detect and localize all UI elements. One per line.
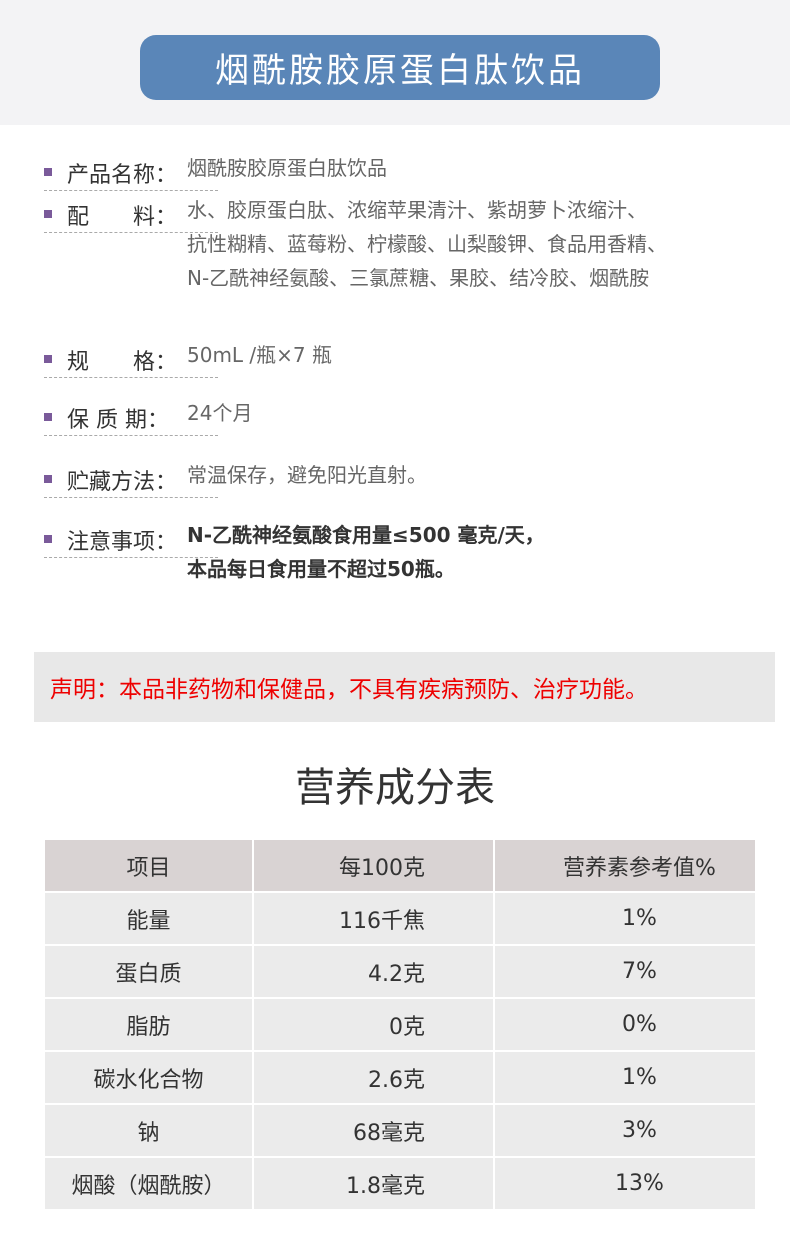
table-cell: 1% <box>495 893 755 944</box>
bullet <box>44 168 52 176</box>
info-label: 规 格： <box>67 350 178 375</box>
info-label: 产品名称： <box>67 163 178 188</box>
label-underline <box>44 557 218 558</box>
bullet <box>44 535 52 543</box>
table-row: 蛋白质 4.2克 7% <box>45 946 755 997</box>
info-label: 配 料： <box>67 205 178 230</box>
table-cell: 碳水化合物 <box>45 1052 254 1103</box>
table-row: 碳水化合物 2.6克 1% <box>45 1052 755 1103</box>
info-value: 抗性糊精、蓝莓粉、柠檬酸、山梨酸钾、食品用香精、 <box>187 232 667 256</box>
table-cell: 7% <box>495 946 755 997</box>
info-value: 50mL /瓶×7 瓶 <box>187 343 333 367</box>
info-value: 常温保存，避免阳光直射。 <box>187 463 427 487</box>
label-underline <box>44 435 218 436</box>
table-cell: 烟酸（烟酰胺） <box>45 1158 254 1209</box>
bullet <box>44 355 52 363</box>
table-cell: 能量 <box>45 893 254 944</box>
info-value: 水、胶原蛋白肽、浓缩苹果清汁、紫胡萝卜浓缩汁、 <box>187 198 647 222</box>
table-cell: 4.2克 <box>254 946 495 997</box>
info-label: 注意事项： <box>67 530 178 555</box>
label-underline <box>44 190 218 191</box>
info-value: 烟酰胺胶原蛋白肽饮品 <box>187 156 387 180</box>
table-cell: 1% <box>495 1052 755 1103</box>
table-cell: 3% <box>495 1105 755 1156</box>
info-value: 24个月 <box>187 401 253 425</box>
table-cell: 0克 <box>254 999 495 1050</box>
table-cell: 68毫克 <box>254 1105 495 1156</box>
table-cell: 0% <box>495 999 755 1050</box>
table-row: 能量 116千焦 1% <box>45 893 755 944</box>
table-cell: 钠 <box>45 1105 254 1156</box>
table-cell: 蛋白质 <box>45 946 254 997</box>
table-cell: 2.6克 <box>254 1052 495 1103</box>
nutrition-table: 项目 每100克 营养素参考值% 能量 116千焦 1% 蛋白质 4.2克 7% 脂肪 0克 0% 碳水… <box>45 838 755 1211</box>
table-cell: 脂肪 <box>45 999 254 1050</box>
info-label: 保 质 期： <box>67 408 169 433</box>
table-cell: 每100克 <box>254 840 495 891</box>
bullet <box>44 475 52 483</box>
bullet <box>44 413 52 421</box>
table-row: 脂肪 0克 0% <box>45 999 755 1050</box>
table-title: 营养成分表 <box>295 765 495 811</box>
label-underline <box>44 232 218 233</box>
table-cell: 项目 <box>45 840 254 891</box>
bullet <box>44 210 52 218</box>
info-value: N-乙酰神经氨酸、三氯蔗糖、果胶、结冷胶、烟酰胺 <box>187 266 650 290</box>
header-band: 烟酰胺胶原蛋白肽饮品 <box>0 0 790 125</box>
label-underline <box>44 497 218 498</box>
table-cell: 13% <box>495 1158 755 1209</box>
statement: 声明：本品非药物和保健品，不具有疾病预防、治疗功能。 <box>34 652 775 722</box>
info-value: 本品每日食用量不超过50瓶。 <box>187 557 455 581</box>
table-header: 项目 每100克 营养素参考值% <box>45 840 755 891</box>
table-row: 烟酸（烟酰胺） 1.8毫克 13% <box>45 1158 755 1209</box>
header-title: 烟酰胺胶原蛋白肽饮品 <box>140 35 660 100</box>
info-label: 贮藏方法： <box>67 470 178 495</box>
table-row: 钠 68毫克 3% <box>45 1105 755 1156</box>
table-cell: 116千焦 <box>254 893 495 944</box>
info-value: N-乙酰神经氨酸食用量≤500 毫克/天， <box>187 523 545 547</box>
label-underline <box>44 377 218 378</box>
table-cell: 1.8毫克 <box>254 1158 495 1209</box>
table-cell: 营养素参考值% <box>495 840 755 891</box>
